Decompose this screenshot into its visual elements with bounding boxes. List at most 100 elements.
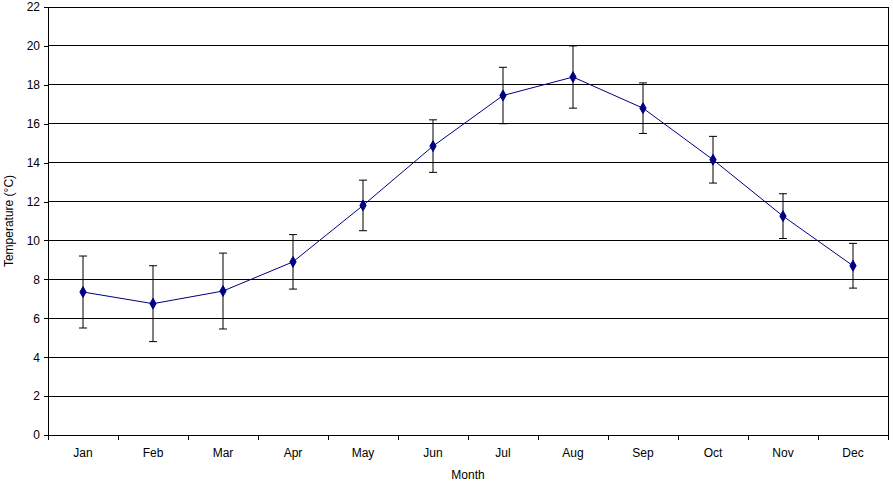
y-tick-label: 22: [27, 0, 41, 14]
data-point: [710, 154, 716, 165]
x-tick: Apr: [258, 435, 302, 460]
grid-line: [48, 396, 888, 397]
x-tick-label: May: [352, 446, 375, 460]
x-tick-label: Jun: [423, 446, 442, 460]
y-tick: 4: [33, 351, 48, 365]
x-tick-mark: [608, 435, 609, 440]
grid-line: [48, 162, 888, 163]
y-tick-label: 4: [33, 351, 40, 365]
y-axis: 0246810121416182022: [27, 0, 49, 442]
error-bar: [639, 83, 647, 134]
data-point: [220, 286, 226, 297]
y-tick: 14: [27, 156, 48, 170]
data-point: [150, 298, 156, 309]
y-tick-mark: [44, 396, 48, 397]
x-tick-mark: [678, 435, 679, 440]
error-bar: [499, 67, 507, 123]
error-bar-cap: [219, 328, 227, 329]
error-bar: [149, 266, 157, 342]
y-tick: 10: [27, 234, 48, 248]
x-tick-label: Sep: [632, 446, 654, 460]
grid-line: [48, 84, 888, 85]
error-bar-cap: [569, 45, 577, 46]
error-bar: [569, 46, 577, 108]
x-tick-label: Aug: [562, 446, 583, 460]
y-tick-label: 8: [33, 273, 40, 287]
x-tick-label: Dec: [842, 446, 863, 460]
error-bar-cap: [149, 265, 157, 266]
data-point: [430, 141, 436, 152]
y-tick: 8: [33, 273, 48, 287]
y-tick-label: 18: [27, 78, 41, 92]
y-tick-mark: [44, 124, 48, 125]
x-tick: Mar: [188, 435, 233, 460]
grid-line: [48, 279, 888, 280]
x-tick: Jan: [48, 435, 93, 460]
data-point: [780, 211, 786, 222]
x-tick-mark: [468, 435, 469, 440]
grid-line: [48, 318, 888, 319]
error-bar-cap: [79, 256, 87, 257]
y-tick-mark: [44, 318, 48, 319]
x-tick-mark: [118, 435, 119, 440]
grid-line: [48, 240, 888, 241]
y-tick-label: 6: [33, 312, 40, 326]
x-tick: Sep: [608, 435, 654, 460]
x-axis: Jan Feb Mar Apr May Jun Jul Aug Sep Oct Nov Dec: [48, 435, 889, 460]
error-bar: [709, 136, 717, 183]
y-tick-label: 16: [27, 117, 41, 131]
data-point: [360, 200, 366, 211]
series: [79, 46, 857, 342]
x-tick-label: Nov: [772, 446, 793, 460]
y-tick-mark: [44, 240, 48, 241]
x-tick-label: Feb: [143, 446, 164, 460]
error-bar: [429, 120, 437, 173]
x-tick: Oct: [678, 435, 723, 460]
error-bar-cap: [359, 230, 367, 231]
x-tick: Jun: [398, 435, 443, 460]
x-tick: Feb: [118, 435, 164, 460]
y-tick-mark: [44, 357, 48, 358]
y-tick-mark: [44, 202, 48, 203]
data-point: [80, 287, 86, 298]
y-tick-label: 10: [27, 234, 41, 248]
x-tick-label: Jul: [495, 446, 510, 460]
error-bar-cap: [709, 136, 717, 137]
x-tick-label: Mar: [213, 446, 234, 460]
y-tick: 0: [33, 428, 48, 442]
data-point: [570, 72, 576, 83]
y-tick-mark: [44, 85, 48, 86]
y-tick: 22: [27, 0, 48, 14]
x-tick-label: Jan: [73, 446, 92, 460]
x-tick: Dec: [818, 435, 864, 460]
grid: [48, 7, 888, 435]
error-bar-cap: [499, 123, 507, 124]
x-tick-mark: [328, 435, 329, 440]
error-bar: [79, 256, 87, 328]
grid-line: [48, 201, 888, 202]
x-tick-mark: [888, 435, 889, 440]
x-tick: Nov: [748, 435, 794, 460]
error-bar-cap: [79, 328, 87, 329]
error-bar: [219, 253, 227, 329]
x-tick-mark: [748, 435, 749, 440]
error-bar-cap: [779, 238, 787, 239]
error-bar-cap: [499, 67, 507, 68]
y-axis-line: [48, 8, 49, 436]
x-axis-title: Month: [451, 468, 484, 482]
error-bar-cap: [289, 234, 297, 235]
y-tick: 18: [27, 78, 48, 92]
y-tick: 12: [27, 195, 48, 209]
error-bar: [779, 194, 787, 239]
error-bar-cap: [779, 193, 787, 194]
y-tick-label: 2: [33, 389, 40, 403]
error-bar-cap: [429, 172, 437, 173]
x-tick-mark: [538, 435, 539, 440]
data-point: [640, 103, 646, 114]
error-bar-cap: [289, 289, 297, 290]
y-tick-mark: [44, 163, 48, 164]
x-tick-label: Apr: [284, 446, 303, 460]
error-bar: [289, 235, 297, 289]
grid-line: [48, 123, 888, 124]
error-bar-cap: [709, 183, 717, 184]
